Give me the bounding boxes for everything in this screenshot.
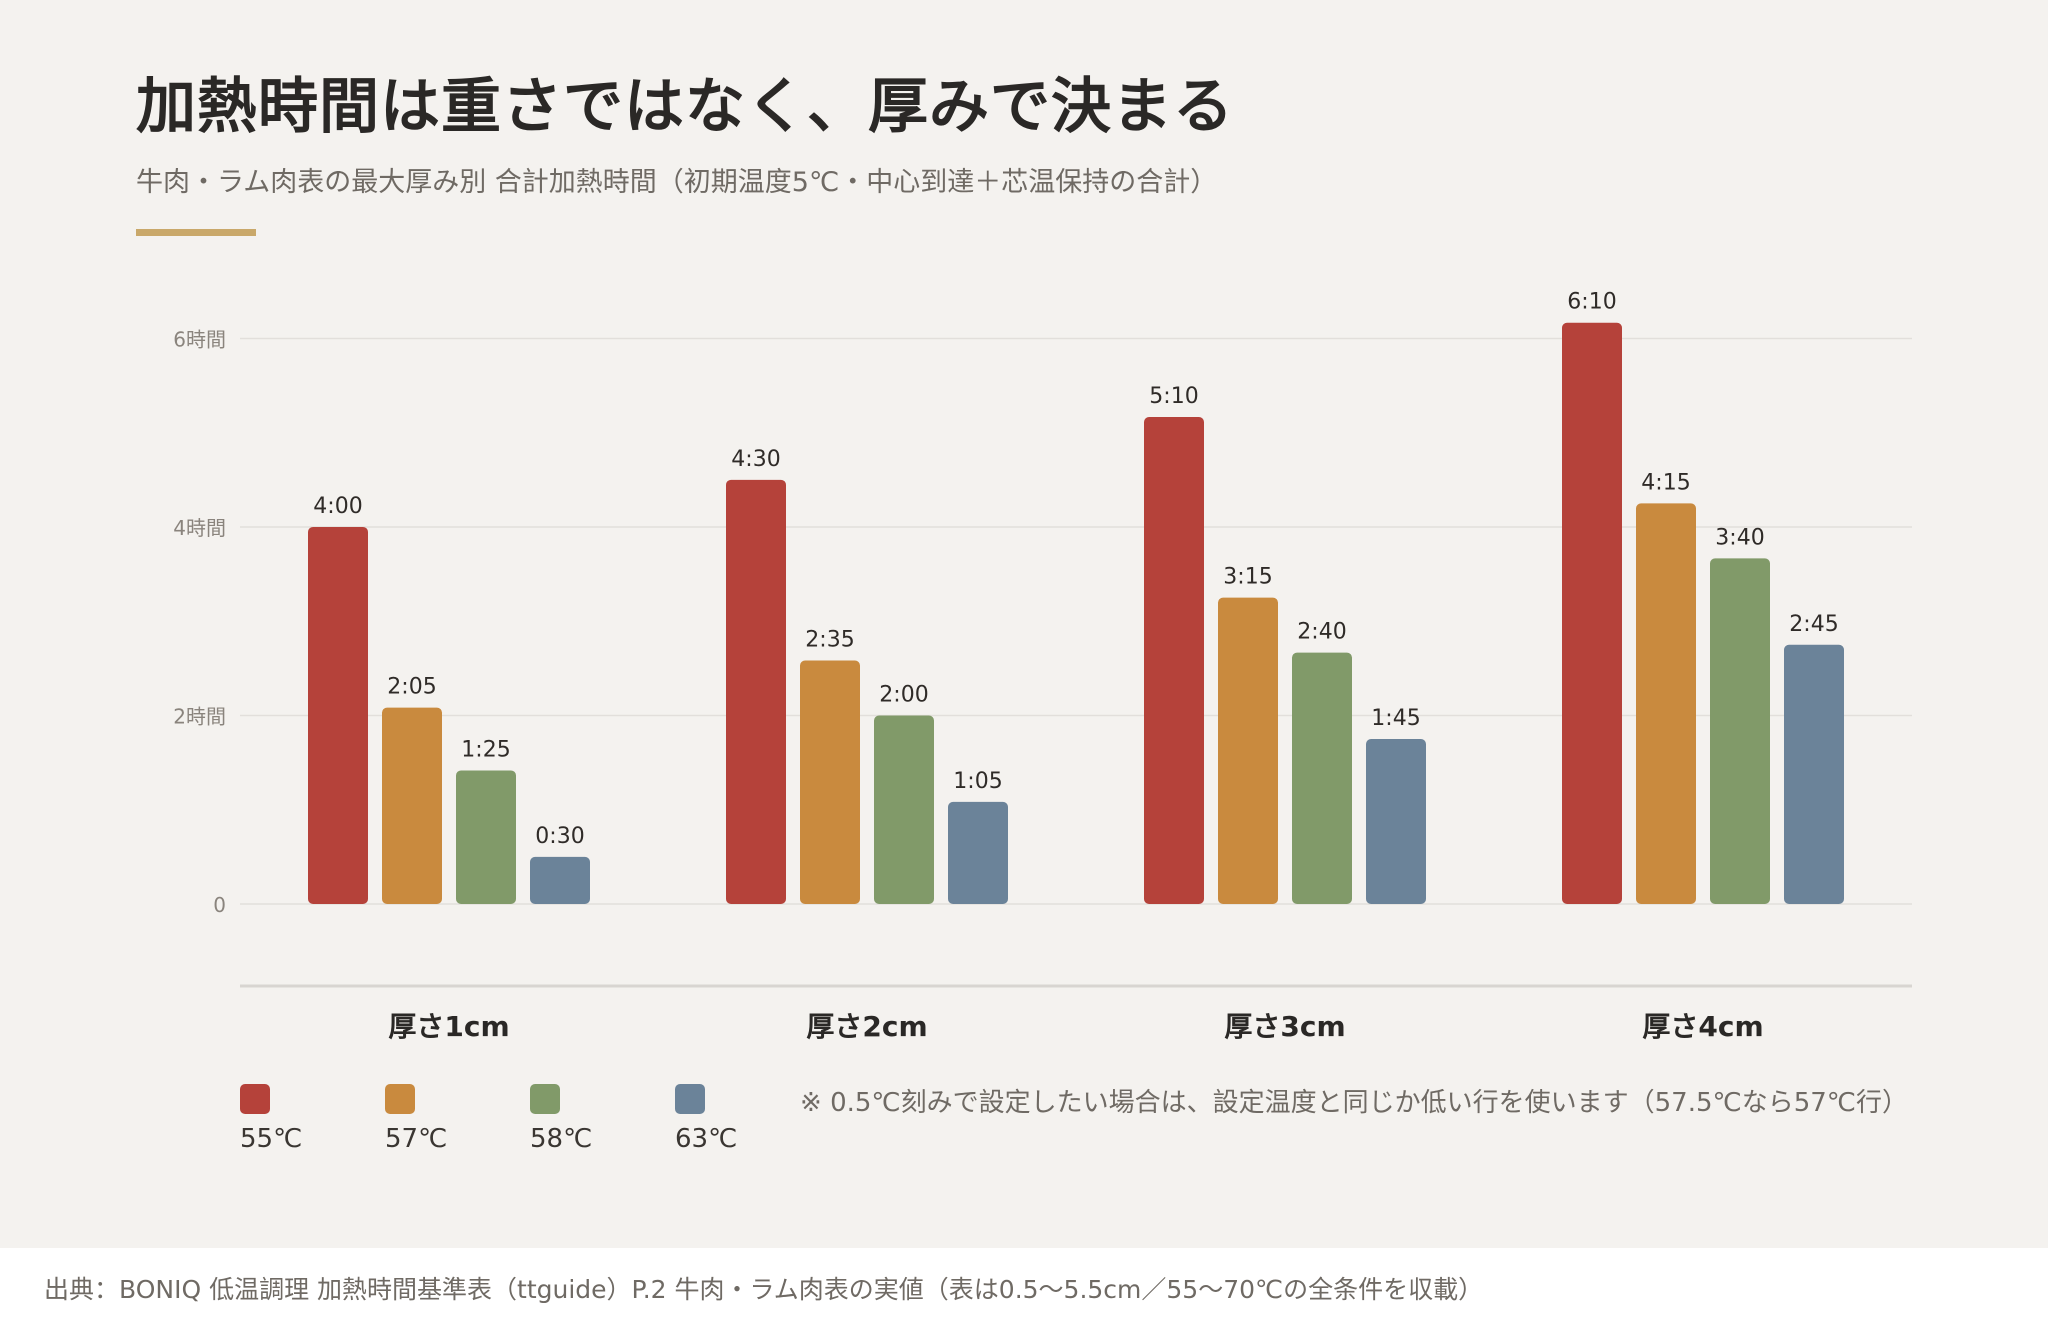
source-bar: [0, 1248, 2048, 1320]
legend-label-58: 58℃: [530, 1124, 593, 1154]
bar-2cm-63℃: [948, 801, 1008, 904]
data-label: 0:30: [535, 824, 584, 849]
y-tick-label-3: 6時間: [173, 327, 226, 351]
x-category-label: 厚さ3cm: [1224, 1010, 1345, 1043]
x-category-label: 厚さ4cm: [1642, 1010, 1763, 1043]
legend-item-57: 57℃: [385, 1084, 505, 1154]
legend-swatch-58: [530, 1084, 560, 1114]
data-label: 5:10: [1149, 384, 1198, 409]
bar-3cm-57℃: [1218, 597, 1278, 904]
bar-2cm-57℃: [800, 660, 860, 904]
legend-swatch-55: [240, 1084, 270, 1114]
bar-chart: 0 2時間 4時間 6時間 4:00 2:05 1:25 0:30 厚さ1cm 4:30 2:35 2…: [173, 290, 1912, 1043]
bar-4cm-57℃: [1636, 503, 1696, 904]
bar-2cm-58℃: [874, 715, 934, 904]
y-tick-label-0: 0: [213, 893, 226, 917]
data-label: 2:00: [879, 682, 928, 707]
bar-3cm-55℃: [1144, 416, 1204, 904]
data-label: 1:05: [953, 769, 1002, 794]
data-label: 3:40: [1715, 525, 1764, 550]
data-label: 1:45: [1371, 706, 1420, 731]
bar-2cm-55℃: [726, 479, 786, 904]
accent-rule: [136, 229, 256, 236]
legend-label-55: 55℃: [240, 1124, 303, 1154]
legend-item-58: 58℃: [530, 1084, 650, 1154]
legend-swatch-63: [675, 1084, 705, 1114]
data-label: 1:25: [461, 737, 510, 762]
y-tick-label-1: 2時間: [173, 704, 226, 728]
bar-4cm-63℃: [1784, 644, 1844, 904]
bar-1cm-57℃: [382, 707, 442, 904]
data-label: 2:40: [1297, 620, 1346, 645]
chart-title: 加熱時間は重さではなく、厚みで決まる: [136, 72, 1234, 142]
data-label: 2:35: [805, 627, 854, 652]
data-label: 2:05: [387, 675, 436, 700]
source-citation: 出典：BONIQ 低温調理 加熱時間基準表（ttguide）P.2 牛肉・ラム肉…: [44, 1275, 1484, 1304]
legend-swatch-57: [385, 1084, 415, 1114]
legend-label-63: 63℃: [675, 1124, 738, 1154]
bar-1cm-58℃: [456, 770, 516, 904]
bar-1cm-63℃: [530, 856, 590, 904]
chart-subtitle: 牛肉・ラム肉表の最大厚み別 合計加熱時間（初期温度5℃・中心到達＋芯温保持の合計…: [136, 167, 1218, 198]
bar-1cm-55℃: [308, 526, 368, 904]
data-label: 2:45: [1789, 612, 1838, 637]
legend-item-55: 55℃: [240, 1084, 360, 1154]
bar-3cm-63℃: [1366, 739, 1426, 904]
x-category-label: 厚さ1cm: [388, 1010, 509, 1043]
data-label: 4:15: [1641, 470, 1690, 495]
bar-4cm-55℃: [1562, 322, 1622, 905]
y-tick-label-2: 4時間: [173, 516, 226, 540]
data-label: 4:00: [313, 494, 362, 519]
legend-item-63: 63℃: [675, 1084, 795, 1154]
x-category-label: 厚さ2cm: [806, 1010, 927, 1043]
data-label: 3:15: [1223, 565, 1272, 590]
footnote: ※ 0.5℃刻みで設定したい場合は、設定温度と同じか低い行を使います（57.5℃…: [800, 1088, 1908, 1118]
bar-4cm-58℃: [1710, 558, 1770, 904]
legend-label-57: 57℃: [385, 1124, 448, 1154]
bar-3cm-58℃: [1292, 652, 1352, 904]
data-label: 4:30: [731, 447, 780, 472]
data-label: 6:10: [1567, 290, 1616, 315]
